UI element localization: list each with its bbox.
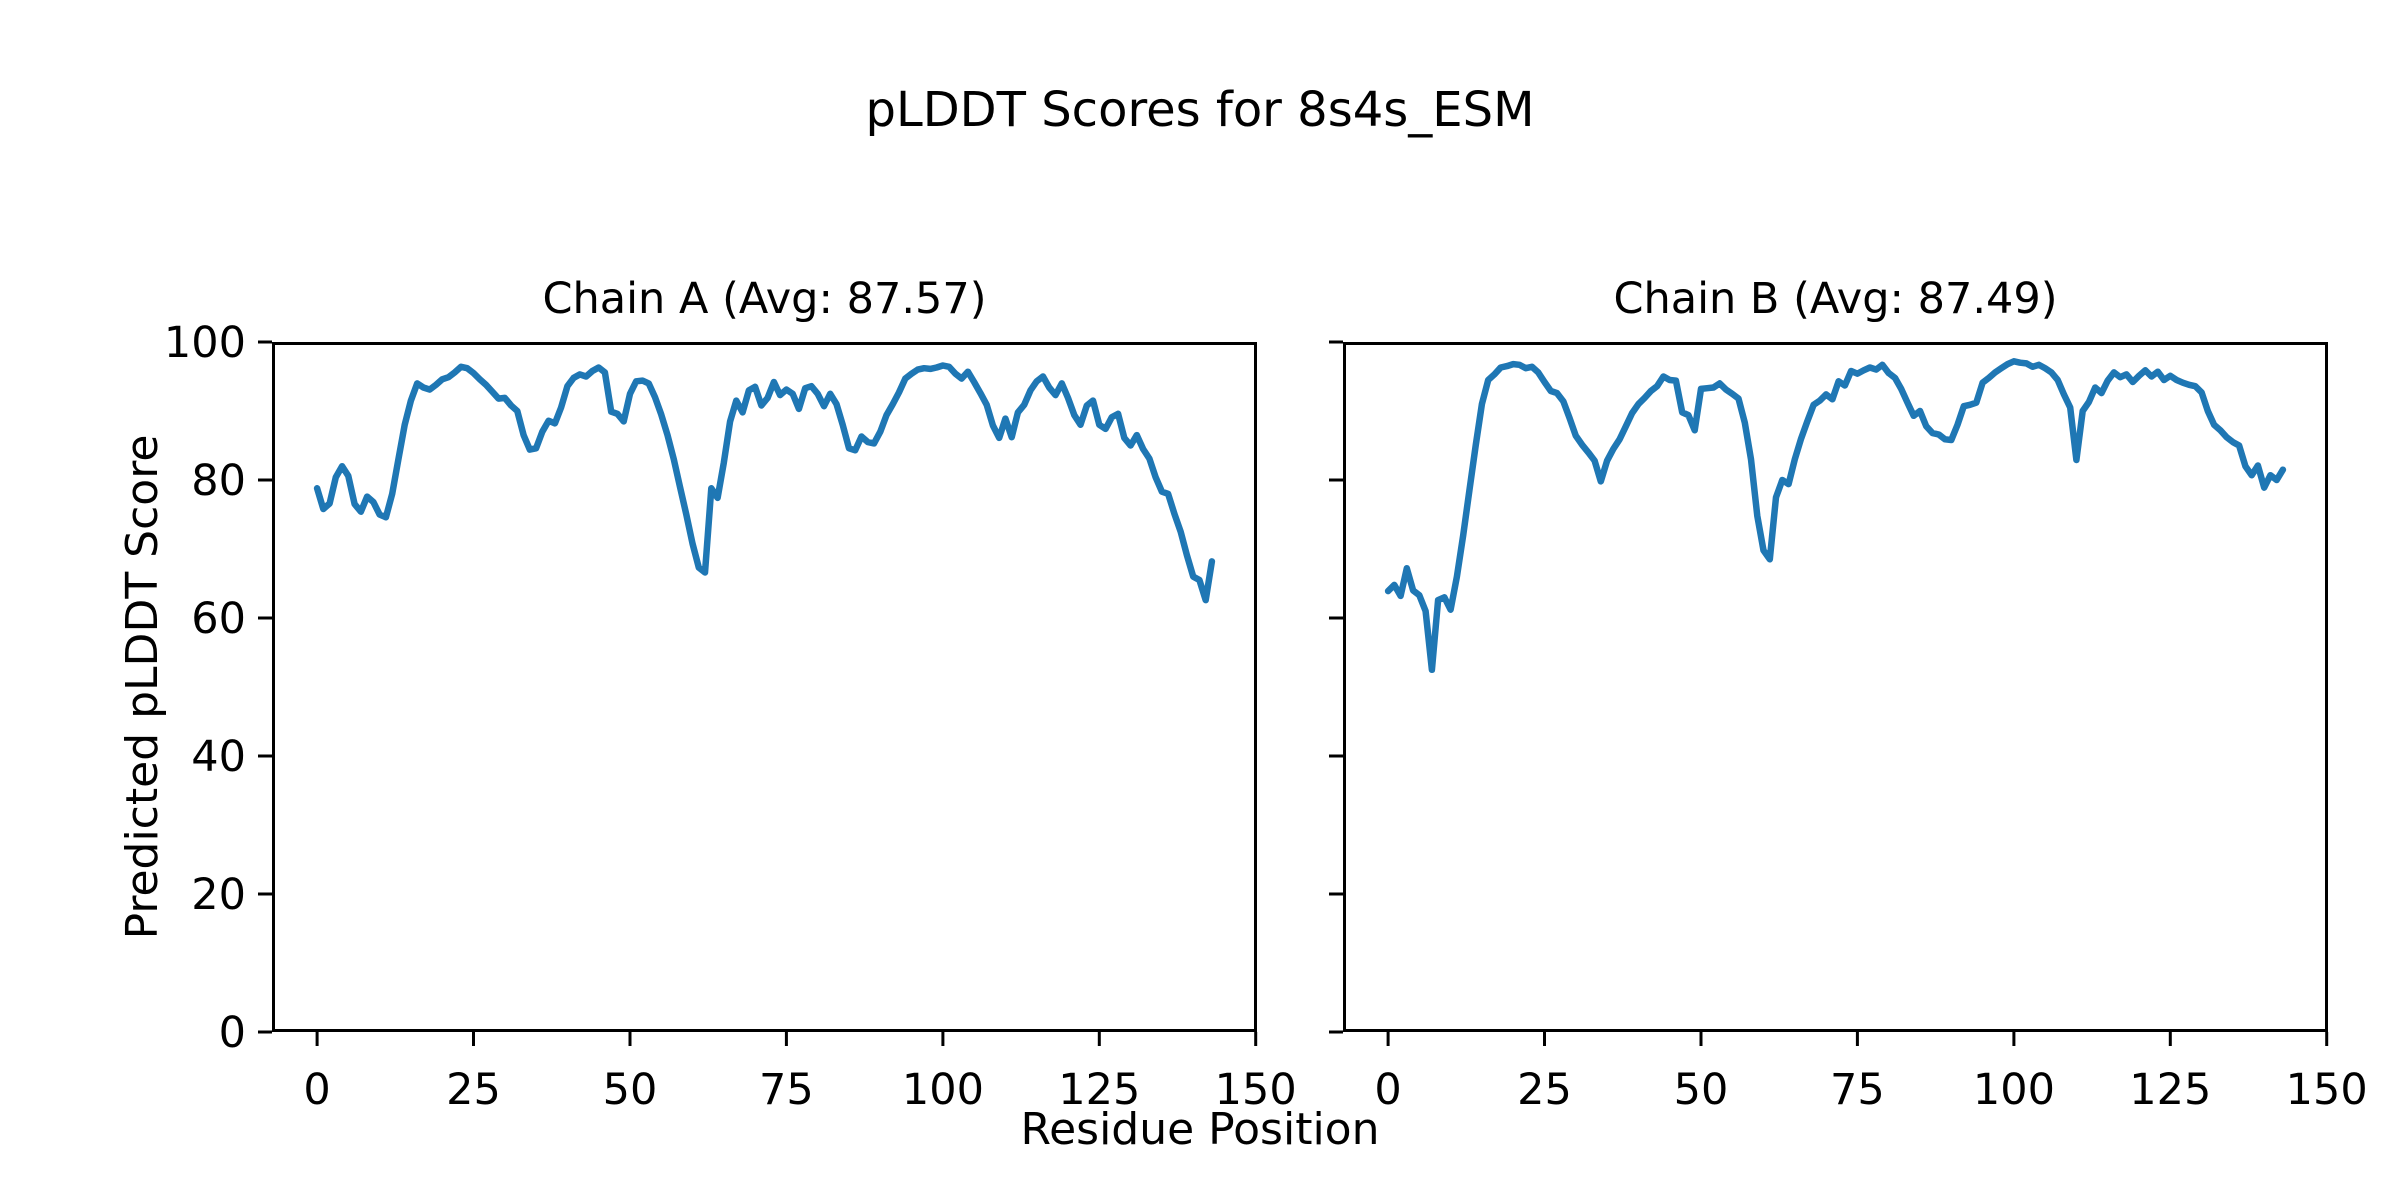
chain-a-plot-canvas: 0 25 50 75 100 125 150 0 20 40 60 80 100 [164, 318, 1297, 1115]
chain-a-plot-frame [272, 342, 1257, 1032]
y-tick-label: 20 [191, 870, 246, 920]
subplot-chain-b: Chain B (Avg: 87.49) 0 25 50 75 100 125 150 [1329, 278, 2368, 1115]
x-tick-label: 50 [1674, 1065, 1729, 1115]
chain-a-axis-ticks: 0 25 50 75 100 125 150 0 20 40 60 80 100 [164, 318, 1297, 1115]
subplot-chain-a-title: Chain A (Avg: 87.57) [542, 274, 987, 324]
x-tick-label: 50 [603, 1065, 658, 1115]
x-tick-label: 25 [446, 1065, 501, 1115]
x-tick-label: 125 [2129, 1065, 2211, 1115]
x-tick-label: 25 [1517, 1065, 1572, 1115]
figure-title: pLDDT Scores for 8s4s_ESM [865, 82, 1535, 138]
y-axis-label: Predicted pLDDT Score [117, 434, 168, 940]
x-tick-label: 100 [902, 1065, 984, 1115]
x-tick-label: 75 [1830, 1065, 1885, 1115]
x-tick-label: 100 [1973, 1065, 2055, 1115]
x-tick-label: 150 [2286, 1065, 2368, 1115]
chain-b-plddt-line [1384, 358, 2287, 674]
chain-b-plot-frame [1343, 342, 2328, 1032]
chain-a-plddt-line [313, 362, 1216, 604]
x-tick-label: 125 [1058, 1065, 1140, 1115]
subplot-chain-b-title: Chain B (Avg: 87.49) [1613, 274, 2058, 324]
y-tick-label: 40 [191, 732, 246, 782]
chain-b-plot-canvas: 0 25 50 75 100 125 150 [1329, 340, 2368, 1115]
x-tick-label: 0 [303, 1065, 330, 1115]
y-tick-label: 60 [191, 594, 246, 644]
y-tick-label: 80 [191, 456, 246, 506]
x-tick-label: 0 [1374, 1065, 1401, 1115]
y-tick-label: 100 [164, 318, 246, 368]
subplot-chain-a: Chain A (Avg: 87.57) 0 25 50 75 100 125 150 0 20… [164, 278, 1297, 1116]
chain-b-axis-ticks: 0 25 50 75 100 125 150 [1329, 340, 2368, 1115]
x-axis-label: Residue Position [1020, 1104, 1380, 1155]
y-tick-label: 0 [219, 1008, 246, 1058]
x-tick-label: 150 [1215, 1065, 1297, 1115]
x-tick-label: 75 [759, 1065, 814, 1115]
